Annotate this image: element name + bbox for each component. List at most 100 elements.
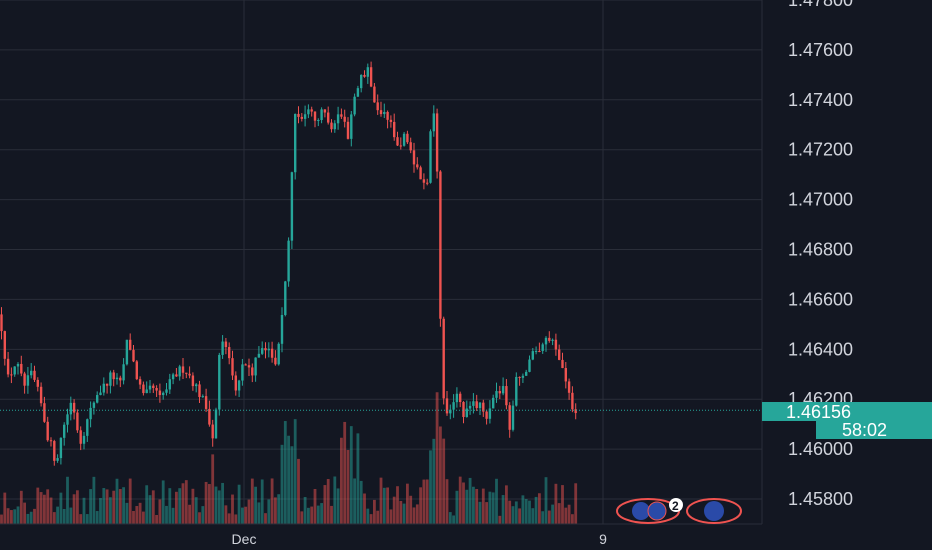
price-bar — [132, 349, 135, 362]
volume-bar — [132, 510, 135, 524]
volume-bar — [442, 438, 446, 524]
volume-bar — [52, 512, 56, 524]
volume-bar — [455, 490, 459, 524]
price-bar — [171, 374, 175, 380]
price-bar — [257, 353, 261, 358]
price-bar — [313, 111, 317, 121]
price-bar — [386, 111, 389, 120]
price-bar — [508, 405, 511, 430]
price-bar — [99, 392, 102, 396]
price-bar — [158, 390, 162, 396]
price-bar — [402, 133, 406, 146]
volume-bar — [254, 486, 257, 524]
countdown-tag-bg — [816, 421, 932, 439]
volume-bar — [544, 477, 548, 524]
event-badge-group[interactable]: 2 — [616, 498, 683, 524]
price-tick-label: 1.46400 — [788, 339, 853, 359]
volume-bar — [168, 488, 172, 524]
volume-bar — [425, 479, 429, 524]
price-bar — [409, 142, 412, 151]
price-bar — [168, 379, 171, 390]
volume-bar — [564, 507, 568, 524]
time-axis[interactable] — [0, 524, 932, 550]
volume-bar — [56, 506, 59, 524]
volume-bar — [274, 497, 277, 524]
volume-bar — [231, 494, 234, 524]
price-tick-label: 1.47600 — [788, 40, 853, 60]
volume-bar — [567, 504, 571, 524]
countdown-tag: 58:02 — [816, 420, 932, 440]
volume-bar — [208, 484, 211, 524]
price-bar — [211, 424, 214, 439]
price-bar — [396, 137, 399, 146]
volume-bar — [448, 512, 452, 524]
volume-bar — [66, 476, 69, 524]
volume-bar — [432, 438, 436, 524]
volume-bar — [26, 513, 30, 524]
volume-bar — [429, 450, 432, 524]
price-bar — [323, 109, 327, 113]
price-bar — [109, 372, 112, 386]
volume-bar — [574, 483, 578, 524]
last-price-tag-bg — [762, 402, 932, 421]
volume-bar — [92, 476, 96, 524]
volume-bar — [227, 513, 231, 524]
volume-bar — [353, 478, 356, 524]
price-bar — [439, 171, 442, 319]
price-bar — [300, 116, 303, 119]
price-bar — [122, 364, 125, 381]
price-bar — [33, 370, 36, 380]
volume-bar — [118, 489, 122, 524]
volume-bar — [336, 488, 340, 524]
price-bar — [69, 402, 72, 415]
volume-bar — [257, 502, 261, 524]
volume-bars — [0, 392, 578, 524]
event-badge-single[interactable] — [686, 498, 742, 524]
volume-bar — [514, 501, 518, 524]
price-bar — [49, 440, 53, 442]
volume-bar — [300, 511, 304, 524]
volume-bar — [297, 458, 300, 524]
volume-bar — [343, 421, 347, 524]
volume-bar — [204, 481, 208, 524]
volume-bar — [264, 513, 267, 524]
eu-flag-icon — [704, 501, 724, 521]
price-bar — [254, 357, 257, 376]
volume-bar — [561, 485, 564, 524]
volume-bar — [547, 510, 551, 524]
price-bar — [495, 391, 498, 398]
volume-bar — [445, 479, 449, 524]
volume-bar — [465, 489, 469, 524]
price-bar — [178, 366, 181, 377]
price-bar — [435, 113, 439, 172]
volume-bar — [49, 497, 53, 524]
volume-bar — [541, 511, 545, 524]
volume-bar — [415, 504, 419, 524]
price-bar — [294, 113, 297, 173]
volume-bar — [346, 450, 350, 524]
price-bar — [228, 347, 231, 359]
volume-bar — [452, 515, 455, 524]
price-bar — [148, 385, 152, 390]
price-bar — [23, 373, 26, 386]
price-bar — [330, 122, 333, 130]
volume-bar — [518, 508, 521, 524]
price-bar — [119, 377, 122, 381]
price-bar — [488, 408, 492, 419]
volume-bar — [458, 476, 462, 524]
price-bar — [30, 370, 33, 376]
price-bar — [201, 396, 204, 398]
volume-bar — [376, 510, 380, 524]
volume-bar — [72, 494, 76, 524]
eu-flag-icon — [632, 502, 650, 520]
volume-bar — [303, 496, 307, 524]
price-bar — [72, 402, 76, 413]
price-bar — [221, 341, 224, 355]
volume-bar — [267, 499, 271, 524]
price-bar — [214, 409, 218, 439]
price-tick-label: 1.46800 — [788, 240, 853, 260]
volume-bar — [528, 500, 531, 524]
volume-bar — [293, 419, 297, 524]
price-bar — [135, 361, 138, 380]
